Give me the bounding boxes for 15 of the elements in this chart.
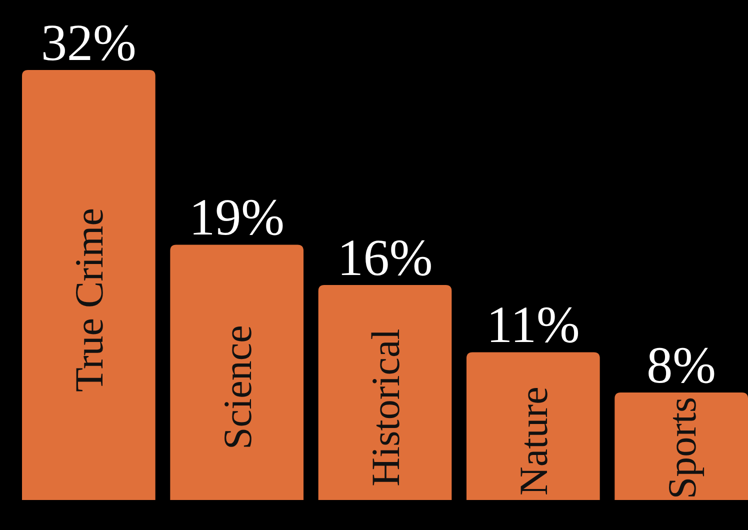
bar (318, 285, 452, 500)
x-tick-label: Historical (363, 328, 408, 486)
x-tick-label: Nature (511, 386, 556, 496)
data-label: 16% (337, 230, 433, 287)
bar (614, 392, 748, 500)
data-label: 8% (646, 338, 716, 394)
bar (466, 352, 600, 500)
data-label: 32% (41, 15, 136, 72)
bar (22, 70, 156, 500)
bar (170, 244, 304, 500)
data-label: 11% (486, 297, 580, 354)
data-label: 19% (189, 190, 284, 247)
x-tick-label: Sports (659, 396, 704, 500)
x-tick-label: Science (214, 325, 260, 450)
x-tick-label: True Crime (66, 208, 112, 392)
